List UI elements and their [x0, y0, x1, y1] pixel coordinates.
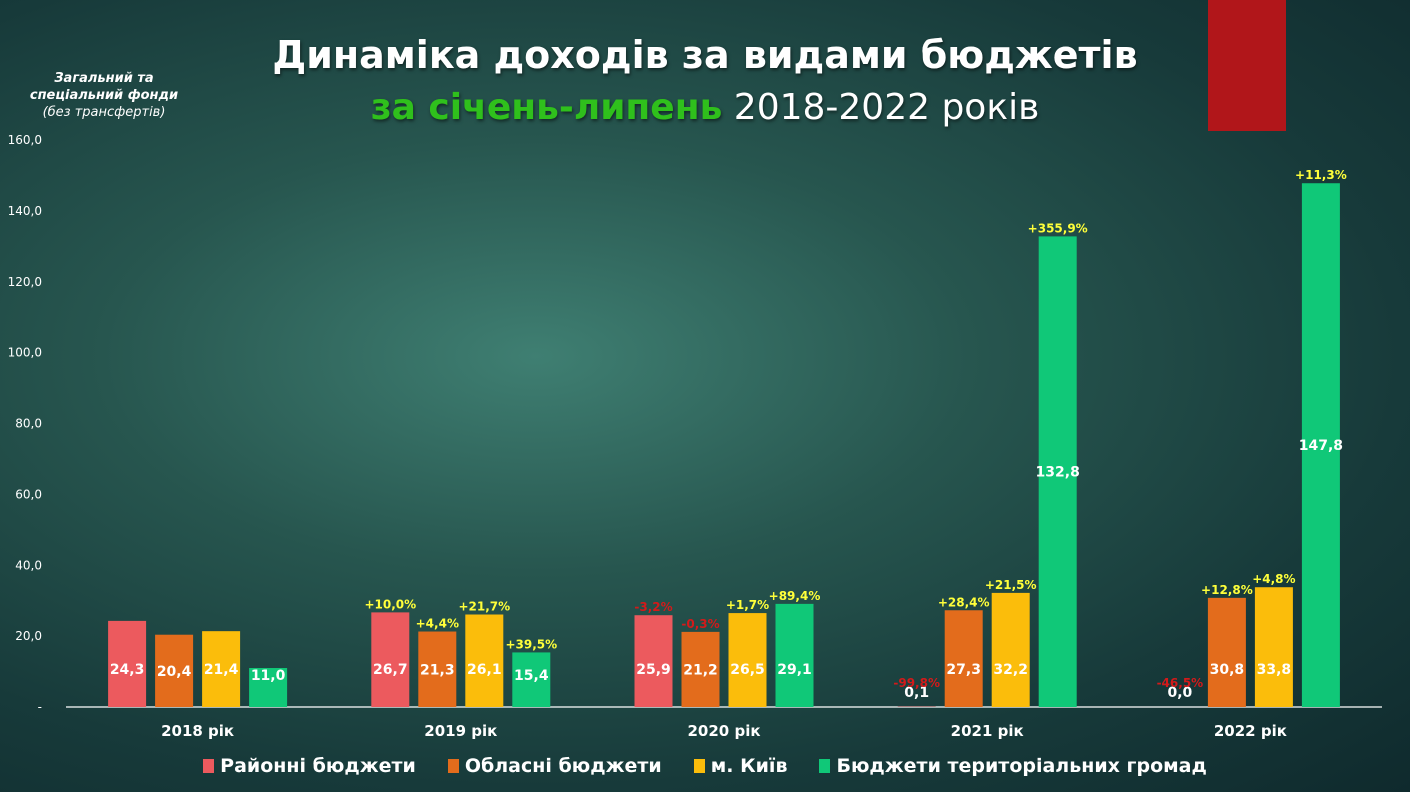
subtitle-highlight: за січень-липень: [370, 87, 723, 128]
y-tick-label: 120,0: [8, 275, 42, 289]
data-label: 26,1: [467, 662, 502, 678]
data-label: 29,1: [777, 662, 812, 678]
data-label: 20,4: [157, 664, 192, 680]
y-axis-label-line3: (без трансфертів): [42, 105, 166, 120]
bar: [512, 652, 551, 707]
data-label: 25,9: [636, 662, 671, 678]
y-tick-label: 160,0: [8, 133, 42, 147]
legend-item: Бюджети територіальних громад: [819, 754, 1207, 777]
change-label: -0,3%: [681, 617, 719, 631]
bar: [991, 592, 1030, 707]
data-label: 30,8: [1210, 662, 1245, 678]
y-axis-label: Загальний та спеціальний фонди (без тран…: [14, 70, 194, 121]
change-label: +28,4%: [938, 595, 990, 609]
y-tick-label: 80,0: [15, 417, 42, 431]
bar: [1301, 183, 1340, 707]
data-label: 32,2: [993, 662, 1028, 678]
bar: [728, 613, 767, 707]
legend-label: Обласні бюджети: [464, 754, 662, 777]
change-label: +1,7%: [726, 598, 769, 612]
change-label: +10,0%: [364, 597, 416, 611]
chart-title: Динаміка доходів за видами бюджетів: [272, 33, 1138, 77]
change-label: +12,8%: [1201, 583, 1253, 597]
data-label: 15,4: [514, 668, 549, 684]
data-label: 0,0: [1167, 685, 1192, 701]
subtitle-rest: 2018-2022 років: [722, 87, 1040, 128]
legend-swatch: [693, 758, 705, 773]
change-label: +39,5%: [505, 637, 557, 651]
legend-item: Обласні бюджети: [447, 754, 662, 777]
bar: [775, 603, 814, 707]
bar: [108, 620, 147, 707]
bar: [1207, 597, 1246, 707]
change-label: -3,2%: [634, 600, 672, 614]
y-tick-label: 20,0: [15, 629, 42, 643]
legend-swatch: [203, 758, 215, 773]
change-label: +21,5%: [985, 578, 1037, 592]
change-label: +11,3%: [1295, 168, 1347, 182]
legend-swatch: [447, 758, 459, 773]
legend-swatch: [819, 758, 831, 773]
change-label: -46,5%: [1157, 676, 1204, 690]
legend-label: Районні бюджети: [220, 754, 416, 777]
data-label: 26,7: [373, 662, 408, 678]
data-label: 33,8: [1257, 662, 1292, 678]
legend-item: м. Київ: [693, 754, 788, 777]
data-label: 132,8: [1036, 465, 1080, 481]
bar: [681, 631, 720, 707]
bar: [1038, 236, 1077, 707]
y-tick-label: 40,0: [15, 558, 42, 572]
chart-subtitle: за січень-липень 2018-2022 років: [0, 84, 1410, 132]
bar: [155, 634, 194, 707]
bar: [465, 614, 504, 707]
bar: [249, 668, 288, 707]
data-label: 21,4: [204, 662, 239, 678]
change-label: +4,8%: [1252, 572, 1295, 586]
change-label: +355,9%: [1028, 221, 1088, 235]
legend-label: Бюджети територіальних громад: [836, 754, 1207, 777]
y-tick-label: 140,0: [8, 204, 42, 218]
data-label: 147,8: [1299, 438, 1343, 454]
y-tick-label: 60,0: [15, 487, 42, 501]
bar: [371, 612, 410, 707]
bar: [1254, 587, 1293, 707]
change-label: +89,4%: [769, 589, 821, 603]
data-label: 11,0: [251, 668, 286, 684]
bar: [634, 615, 673, 707]
x-tick-label: 2019 рік: [424, 722, 497, 740]
y-axis-label-line2: спеціальний фонди: [29, 88, 179, 103]
x-tick-label: 2021 рік: [951, 722, 1024, 740]
change-label: +4,4%: [416, 617, 459, 631]
data-label: 21,3: [420, 662, 455, 678]
change-label: -99,8%: [893, 676, 940, 690]
x-tick-label: 2018 рік: [161, 722, 234, 740]
data-label: 26,5: [730, 662, 765, 678]
chart-legend: Районні бюджети Обласні бюджети м. Київ Бюд…: [0, 754, 1410, 777]
y-tick-label: -: [38, 700, 42, 714]
bar: [202, 631, 241, 707]
bar: [944, 610, 983, 707]
data-label: 21,2: [683, 662, 718, 678]
data-label: 0,1: [904, 685, 929, 701]
data-label: 27,3: [946, 662, 981, 678]
x-tick-label: 2020 рік: [687, 722, 760, 740]
decorative-red-rect: [1208, 0, 1286, 131]
x-tick-label: 2022 рік: [1214, 722, 1287, 740]
data-label: 24,3: [110, 662, 145, 678]
change-label: +21,7%: [458, 600, 510, 614]
legend-item: Районні бюджети: [203, 755, 416, 777]
y-axis-label-line1: Загальний та: [54, 71, 154, 86]
legend-label: м. Київ: [710, 754, 788, 777]
bar: [418, 631, 457, 707]
y-tick-label: 100,0: [8, 346, 42, 360]
